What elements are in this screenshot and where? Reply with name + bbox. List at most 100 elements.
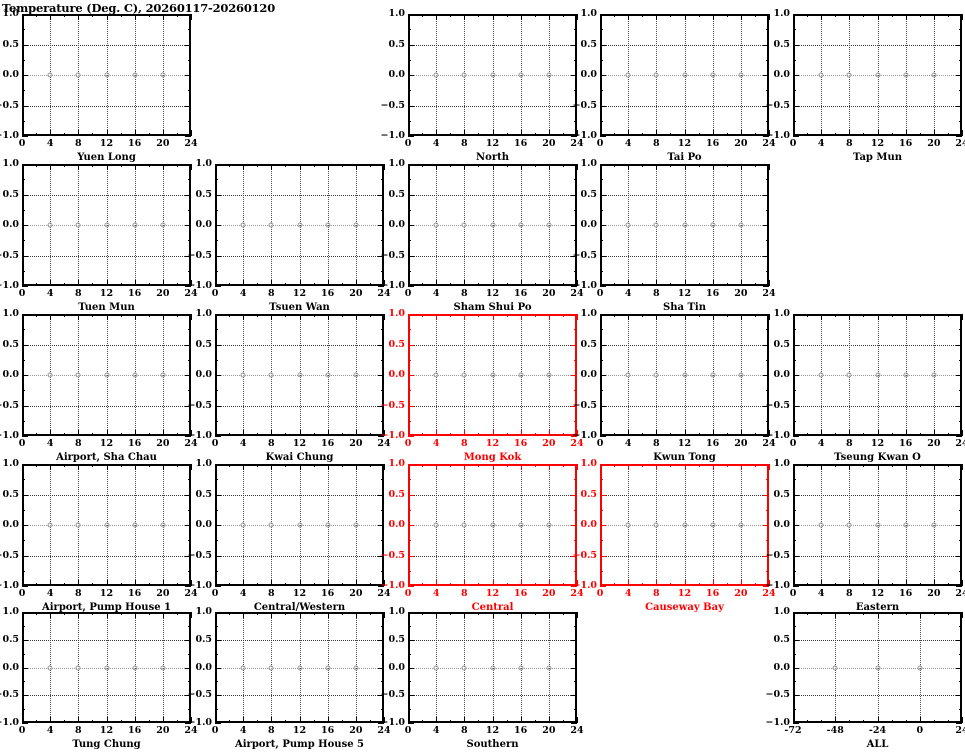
axis-tick bbox=[185, 75, 191, 76]
y-axis-tick-label: 1.0 bbox=[2, 8, 19, 19]
axis-tick bbox=[600, 359, 603, 361]
chart-panel[interactable]: 0 4 8 12 16 20 24 1.0 0.5 0.0 −0.5 −1.0 Tseung Kwan … bbox=[766, 309, 965, 464]
axis-tick bbox=[408, 280, 409, 286]
x-axis-tick-label: 16 bbox=[706, 438, 720, 449]
axis-tick bbox=[408, 344, 414, 346]
axis-tick bbox=[450, 464, 452, 467]
axis-tick bbox=[408, 509, 411, 511]
axis-tick bbox=[835, 583, 837, 586]
axis-tick bbox=[185, 194, 191, 196]
axis-tick bbox=[821, 580, 823, 586]
axis-tick bbox=[215, 225, 221, 226]
axis-tick bbox=[628, 580, 630, 586]
plot-frame bbox=[22, 314, 191, 436]
axis-tick bbox=[408, 105, 414, 107]
axis-tick bbox=[642, 464, 644, 467]
y-axis-tick-label: −0.5 bbox=[380, 99, 406, 111]
axis-tick bbox=[849, 580, 851, 586]
axis-tick bbox=[956, 586, 962, 587]
axis-tick bbox=[176, 314, 178, 317]
axis-tick bbox=[384, 612, 385, 618]
plot-frame bbox=[215, 164, 384, 286]
y-axis-tick-label: −0.5 bbox=[572, 549, 598, 561]
axis-tick bbox=[408, 314, 414, 315]
axis-tick bbox=[506, 14, 508, 17]
axis-tick bbox=[793, 75, 799, 76]
axis-tick bbox=[22, 494, 28, 496]
axis-tick bbox=[176, 583, 178, 586]
y-axis-tick-label: 0.5 bbox=[2, 338, 19, 350]
chart-panel[interactable]: 0 4 8 12 16 20 24 1.0 0.5 0.0 −0.5 −1.0 Eastern bbox=[766, 459, 965, 614]
axis-tick bbox=[793, 136, 799, 137]
axis-tick bbox=[22, 420, 25, 422]
chart-panel[interactable]: 0 4 8 12 16 20 24 1.0 0.5 0.0 −0.5 −1.0 Tai Po bbox=[573, 9, 776, 164]
y-axis-tick-label: −1.0 bbox=[0, 130, 19, 141]
y-axis-tick-label: −1.0 bbox=[187, 430, 213, 441]
chart-panel[interactable]: 0 4 8 12 16 20 24 1.0 0.5 0.0 −0.5 −1.0 Central bbox=[381, 459, 584, 614]
chart-panel[interactable]: 0 4 8 12 16 20 24 1.0 0.5 0.0 −0.5 −1.0 Tuen Mun bbox=[0, 159, 198, 314]
axis-tick bbox=[229, 612, 231, 615]
chart-panel[interactable]: 0 4 8 12 16 20 24 1.0 0.5 0.0 −0.5 −1.0 Central/West… bbox=[188, 459, 391, 614]
x-axis-tick-label: 8 bbox=[75, 438, 82, 449]
axis-tick bbox=[574, 359, 577, 361]
x-axis-tick-label: 24 bbox=[377, 725, 391, 736]
chart-panel[interactable]: -72 -48 -24 0 24 1.0 0.5 0.0 −0.5 −1.0 ALL bbox=[766, 607, 965, 751]
chart-panel[interactable]: 0 4 8 12 16 20 24 1.0 0.5 0.0 −0.5 −1.0 Causeway Bay bbox=[573, 459, 776, 614]
axis-tick bbox=[355, 164, 357, 170]
axis-tick bbox=[698, 164, 700, 167]
axis-tick bbox=[947, 133, 949, 136]
y-axis-tick-label: −0.5 bbox=[765, 399, 791, 411]
chart-panel[interactable]: 0 4 8 12 16 20 24 1.0 0.5 0.0 −0.5 −1.0 Kwun Tong bbox=[573, 309, 776, 464]
axis-tick bbox=[450, 133, 452, 136]
chart-panel[interactable]: 0 4 8 12 16 20 24 1.0 0.5 0.0 −0.5 −1.0 Airport, Sha… bbox=[0, 309, 198, 464]
chart-panel[interactable]: 0 4 8 12 16 20 24 1.0 0.5 0.0 −0.5 −1.0 Kwai Chung bbox=[188, 309, 391, 464]
axis-tick bbox=[422, 133, 424, 136]
axis-tick bbox=[408, 612, 409, 618]
axis-tick bbox=[378, 344, 384, 346]
y-axis-tick-label: 1.0 bbox=[388, 606, 405, 617]
axis-tick bbox=[712, 130, 714, 136]
axis-tick bbox=[22, 130, 23, 136]
x-axis-tick-label: 12 bbox=[292, 725, 307, 736]
x-axis-tick-label: 4 bbox=[46, 288, 54, 299]
y-axis-tick-label: 0.0 bbox=[388, 661, 405, 673]
chart-panel[interactable]: 0 4 8 12 16 20 24 1.0 0.5 0.0 −0.5 −1.0 Southern bbox=[381, 607, 584, 751]
axis-tick bbox=[162, 580, 164, 586]
axis-tick bbox=[22, 280, 23, 286]
chart-panel[interactable]: 0 4 8 12 16 20 24 1.0 0.5 0.0 −0.5 −1.0 Sham Shui Po bbox=[381, 159, 584, 314]
y-axis-tick-label: −0.5 bbox=[0, 399, 19, 411]
axis-tick bbox=[450, 720, 452, 723]
axis-tick bbox=[408, 667, 414, 669]
y-axis-tick-label: −0.5 bbox=[0, 99, 19, 111]
chart-panel[interactable]: 0 4 8 12 16 20 24 1.0 0.5 0.0 −0.5 −1.0 Airport, Pum… bbox=[0, 459, 198, 614]
axis-tick bbox=[956, 525, 962, 526]
chart-panel[interactable]: 0 4 8 12 16 20 24 1.0 0.5 0.0 −0.5 −1.0 Sha Tin bbox=[573, 159, 776, 314]
axis-tick bbox=[821, 430, 823, 436]
axis-tick bbox=[185, 314, 191, 315]
axis-tick bbox=[947, 464, 949, 467]
axis-tick bbox=[22, 430, 23, 436]
axis-tick bbox=[959, 625, 962, 627]
axis-tick bbox=[64, 133, 66, 136]
axis-tick bbox=[766, 479, 769, 481]
chart-panel[interactable]: 0 4 8 12 16 20 24 1.0 0.5 0.0 −0.5 −1.0 North bbox=[381, 9, 584, 164]
x-axis-tick-label: 20 bbox=[542, 725, 556, 736]
axis-tick bbox=[22, 509, 25, 511]
axis-tick bbox=[408, 286, 414, 287]
axis-tick bbox=[600, 179, 603, 181]
chart-panel[interactable]: 0 4 8 12 16 20 24 1.0 0.5 0.0 −0.5 −1.0 Tsuen Wan bbox=[188, 159, 391, 314]
axis-tick bbox=[698, 14, 700, 17]
chart-panel[interactable]: 0 4 8 12 16 20 24 1.0 0.5 0.0 −0.5 −1.0 Mong Kok bbox=[381, 309, 584, 464]
chart-panel[interactable]: 0 4 8 12 16 20 24 1.0 0.5 0.0 −0.5 −1.0 Airport, Pum… bbox=[188, 607, 391, 751]
axis-tick bbox=[191, 130, 192, 136]
axis-tick bbox=[355, 612, 357, 618]
chart-panel[interactable]: 0 4 8 12 16 20 24 1.0 0.5 0.0 −0.5 −1.0 Tung Chung bbox=[0, 607, 198, 751]
chart-panel[interactable]: 0 4 8 12 16 20 24 1.0 0.5 0.0 −0.5 −1.0 Yuen Long bbox=[0, 9, 198, 164]
axis-tick bbox=[22, 653, 25, 655]
axis-tick bbox=[341, 314, 343, 317]
y-axis-tick-label: 1.0 bbox=[773, 8, 790, 19]
axis-tick bbox=[754, 314, 756, 317]
x-axis-tick-label: 20 bbox=[349, 438, 363, 449]
axis-tick bbox=[835, 14, 837, 17]
chart-panel[interactable]: 0 4 8 12 16 20 24 1.0 0.5 0.0 −0.5 −1.0 Tap Mun bbox=[766, 9, 965, 164]
